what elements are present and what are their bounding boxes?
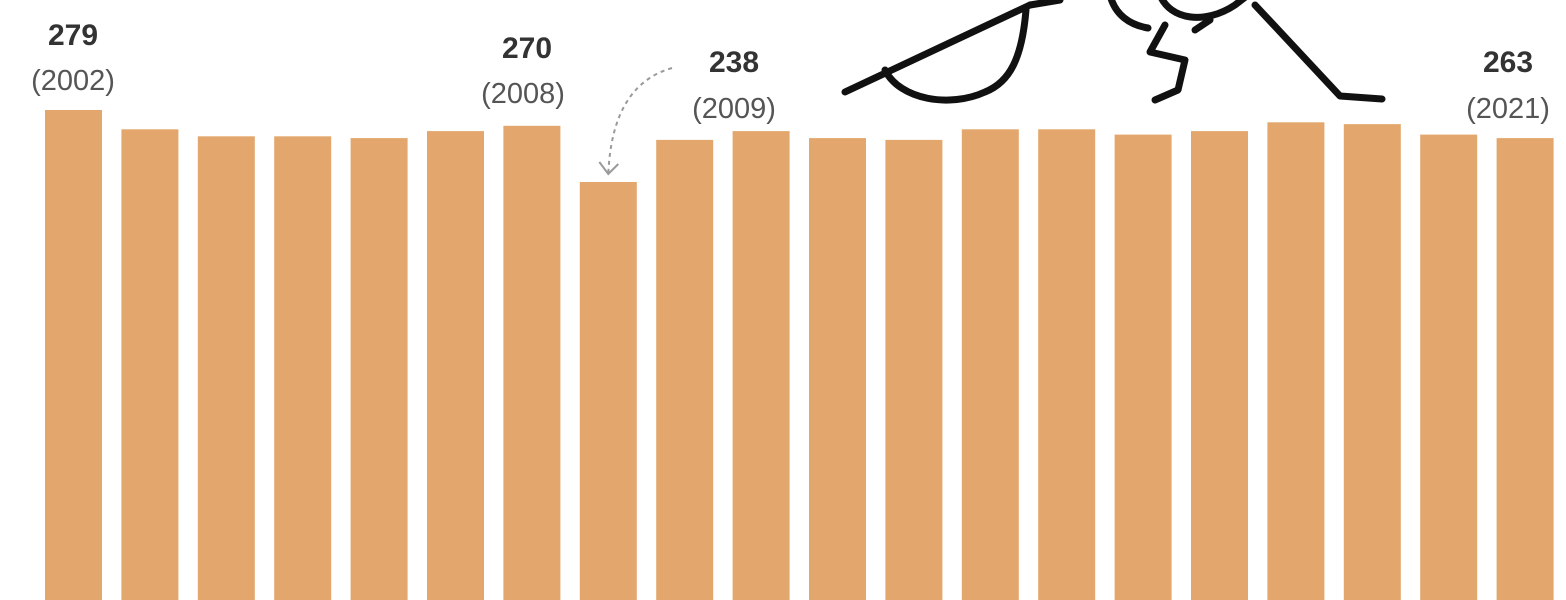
data-label-year: (2021) [1466,93,1550,125]
bars-group [45,110,1554,600]
data-label-year: (2008) [481,78,565,110]
bar-2002 [45,110,102,600]
bar-2014 [961,129,1019,600]
bar-2009 [579,182,637,600]
annotation-arrowhead-icon [598,161,620,176]
bar-2015 [1038,129,1096,600]
data-label-value: 279 [48,19,98,52]
stick-figure-drawing-icon [841,0,1386,104]
data-label-year: (2009) [692,93,776,125]
bar-2003 [121,129,179,600]
data-label-value: 263 [1483,46,1533,79]
data-label-year: (2002) [31,65,115,97]
bar-2004 [197,136,255,600]
bar-2017 [1191,131,1248,600]
bar-2006 [350,138,408,600]
annotations-group: 279 (2002) 270 (2008) 238 (2009) 263 (2021) [31,19,1550,176]
bar-2011 [732,131,790,600]
annotation-arrow-line [607,67,673,175]
bar-2021 [1496,138,1554,600]
bar-2020 [1420,134,1478,600]
bar-2019 [1343,124,1401,600]
bar-2013 [885,139,943,600]
bar-2007 [427,131,484,600]
data-label-value: 270 [502,32,552,65]
bar-2018 [1267,122,1325,600]
bar-2012 [809,138,866,600]
bar-2016 [1114,134,1172,600]
data-label-value: 238 [709,46,759,79]
bar-2008 [503,125,561,600]
bar-2005 [274,136,332,600]
bar-2010 [656,139,714,600]
